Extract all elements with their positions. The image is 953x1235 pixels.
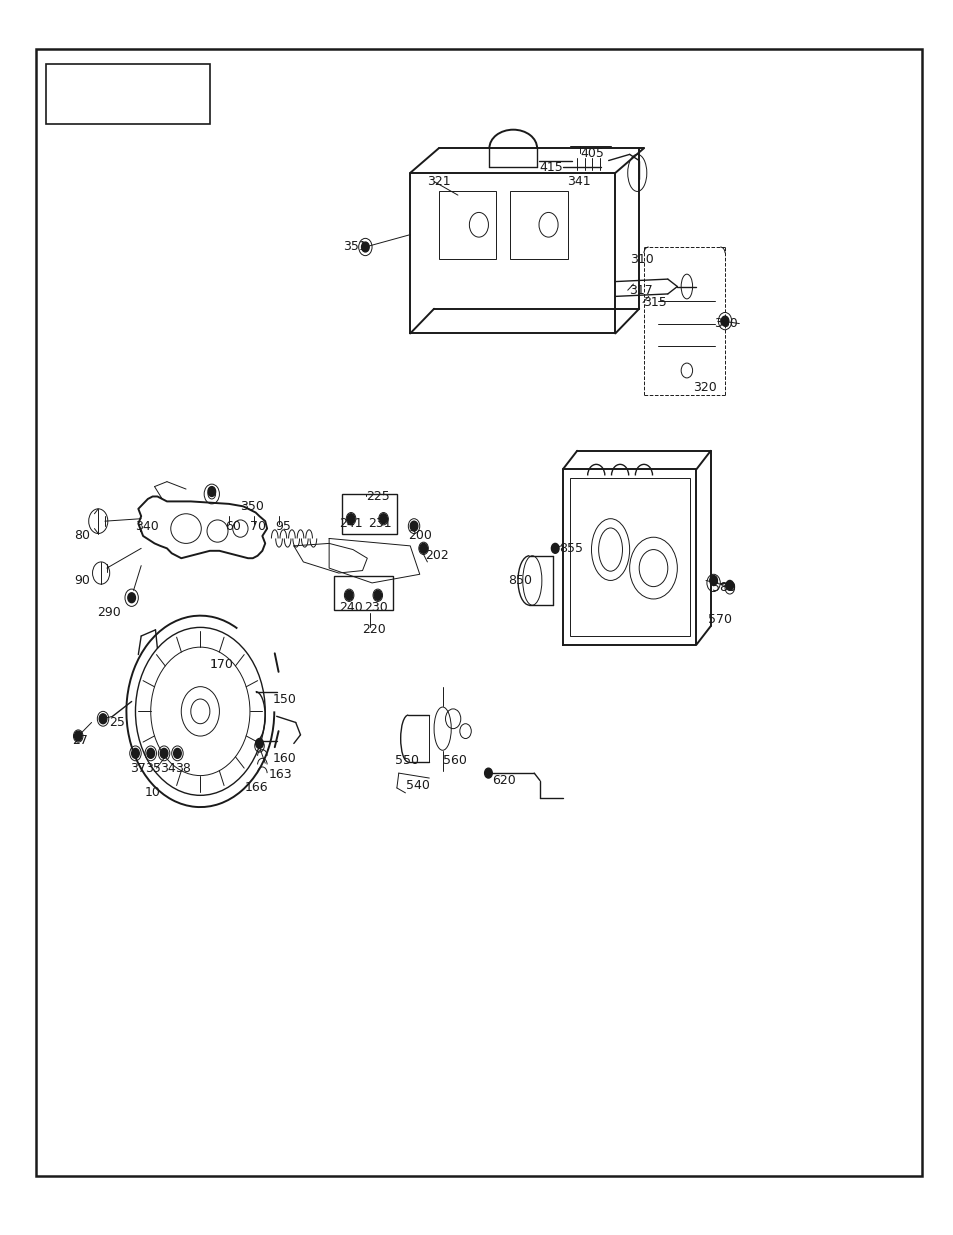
Text: 850: 850	[508, 574, 532, 587]
Circle shape	[419, 543, 427, 553]
Circle shape	[361, 242, 369, 252]
Text: 38: 38	[175, 762, 192, 774]
Text: 351: 351	[343, 241, 367, 253]
Text: 163: 163	[269, 768, 293, 781]
Text: 360: 360	[713, 317, 737, 330]
Text: 580: 580	[711, 582, 735, 594]
Text: 290: 290	[97, 606, 121, 619]
Text: 37: 37	[130, 762, 146, 774]
Text: 560: 560	[442, 755, 466, 767]
Circle shape	[128, 593, 135, 603]
Text: 620: 620	[492, 774, 516, 787]
Circle shape	[379, 514, 387, 524]
Circle shape	[720, 316, 728, 326]
Circle shape	[160, 748, 168, 758]
Circle shape	[99, 714, 107, 724]
Text: 70: 70	[250, 520, 266, 532]
Text: 321: 321	[427, 175, 451, 188]
Text: 240: 240	[339, 601, 363, 614]
Text: 202: 202	[425, 550, 449, 562]
Circle shape	[208, 487, 215, 496]
Bar	[341, 494, 396, 534]
Text: 60: 60	[225, 520, 241, 532]
Text: 855: 855	[558, 542, 582, 555]
Text: 550: 550	[395, 755, 418, 767]
Text: 350: 350	[240, 500, 264, 513]
Text: 27: 27	[72, 735, 89, 747]
Text: 200: 200	[408, 530, 432, 542]
Circle shape	[374, 590, 381, 600]
Text: 230: 230	[364, 601, 388, 614]
Text: 35: 35	[145, 762, 161, 774]
Circle shape	[725, 580, 733, 590]
Text: 241: 241	[339, 517, 363, 530]
Bar	[46, 64, 210, 124]
Circle shape	[709, 576, 717, 585]
Text: 166: 166	[244, 782, 268, 794]
Text: 570: 570	[707, 614, 731, 626]
Bar	[569, 478, 689, 636]
Text: 34: 34	[160, 762, 176, 774]
Circle shape	[173, 748, 181, 758]
Text: 25: 25	[109, 716, 125, 729]
Text: 315: 315	[642, 296, 666, 309]
Text: 340: 340	[135, 520, 159, 532]
Bar	[510, 191, 567, 259]
Circle shape	[132, 748, 139, 758]
Text: 80: 80	[74, 530, 91, 542]
Bar	[438, 191, 496, 259]
Text: 160: 160	[273, 752, 296, 764]
Text: 95: 95	[274, 520, 291, 532]
Circle shape	[484, 768, 492, 778]
Text: 220: 220	[362, 624, 386, 636]
Text: 317: 317	[628, 284, 652, 296]
Text: 310: 310	[629, 253, 653, 266]
Circle shape	[347, 514, 355, 524]
Circle shape	[345, 590, 353, 600]
Text: 405: 405	[579, 147, 603, 159]
Text: 150: 150	[273, 693, 296, 705]
Bar	[334, 576, 393, 610]
Text: 90: 90	[74, 574, 91, 587]
Circle shape	[410, 521, 417, 531]
Text: 10: 10	[145, 787, 161, 799]
Text: 341: 341	[566, 175, 590, 188]
Text: 540: 540	[406, 779, 430, 792]
Circle shape	[551, 543, 558, 553]
Text: 225: 225	[366, 490, 390, 503]
Text: 231: 231	[368, 517, 392, 530]
Circle shape	[147, 748, 154, 758]
Text: 320: 320	[692, 382, 716, 394]
Text: 415: 415	[538, 162, 562, 174]
Circle shape	[74, 731, 82, 741]
Circle shape	[255, 739, 263, 748]
Text: 170: 170	[210, 658, 233, 671]
